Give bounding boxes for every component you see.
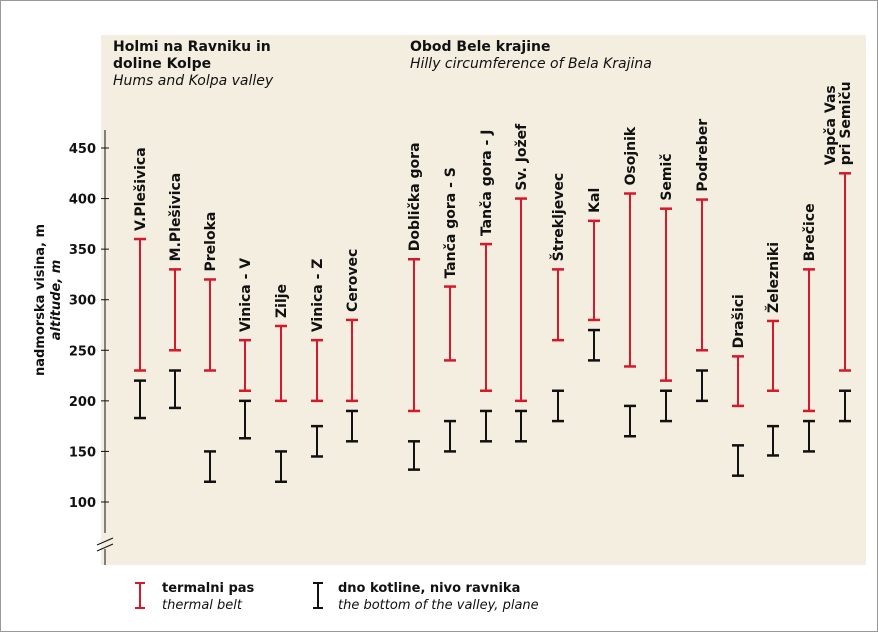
group-title: Holmi na Ravniku in xyxy=(113,39,271,55)
category-label: V.Plešivica xyxy=(133,147,149,231)
range-bar xyxy=(696,198,708,352)
range-bar xyxy=(624,192,636,368)
range-bar xyxy=(311,338,323,403)
range-bar xyxy=(480,409,492,443)
range-bar xyxy=(134,237,146,372)
range-bar xyxy=(346,409,358,443)
range-bar xyxy=(515,409,527,443)
range-bar xyxy=(408,440,420,471)
category-label: Štrekljevec xyxy=(549,173,567,262)
axis-break xyxy=(96,537,114,546)
range-bar xyxy=(660,207,672,382)
range-bar xyxy=(839,172,851,372)
range-bar xyxy=(588,219,600,322)
category-label: Železniki xyxy=(765,242,782,313)
range-bar xyxy=(275,324,287,403)
y-tick-label: 400 xyxy=(69,193,96,208)
range-bar xyxy=(311,424,323,458)
group-title: Obod Bele krajine xyxy=(410,39,551,55)
y-tick-label: 300 xyxy=(69,294,96,309)
range-bar xyxy=(204,278,216,372)
legend-label: dno kotline, nivo ravnika xyxy=(338,581,520,596)
y-tick-label: 150 xyxy=(69,445,96,460)
range-bar xyxy=(204,450,216,484)
category-label: Kal xyxy=(587,188,603,213)
range-bar xyxy=(696,369,708,403)
category-label: Zilje xyxy=(274,284,290,318)
range-bar xyxy=(480,242,492,392)
category-label: Preloka xyxy=(203,212,219,272)
range-bar xyxy=(239,338,251,392)
group-title: doline Kolpe xyxy=(113,56,211,72)
category-label: Cerovec xyxy=(345,249,361,312)
category-label: Tanča gora - J xyxy=(479,130,495,237)
range-bar xyxy=(444,285,456,362)
category-label: Podreber xyxy=(695,119,711,192)
range-bar xyxy=(552,389,564,423)
legend-label: the bottom of the valley, plane xyxy=(338,598,539,613)
category-label: Sv. Jožef xyxy=(514,123,530,191)
range-bar xyxy=(803,419,815,453)
legend-label: termalni pas xyxy=(162,581,255,596)
y-tick-label: 100 xyxy=(69,496,96,511)
axis-break xyxy=(96,543,114,552)
y-tick-label: 350 xyxy=(69,243,96,258)
range-bar xyxy=(515,197,527,403)
category-label: Semič xyxy=(659,153,675,200)
category-label: Osojnik xyxy=(623,126,639,185)
range-bar xyxy=(767,424,779,457)
range-bar xyxy=(767,319,779,392)
range-bar xyxy=(732,355,744,408)
range-bar xyxy=(839,389,851,423)
category-label: Vinica - V xyxy=(238,258,254,332)
category-label: Vinica - Z xyxy=(310,259,326,333)
category-label: M.Plešivica xyxy=(168,173,184,262)
category-label: Tanča gora - S xyxy=(443,167,459,278)
y-axis-label: altitude, m xyxy=(49,260,64,341)
range-bar xyxy=(732,444,744,477)
range-bar xyxy=(588,328,600,362)
range-bar xyxy=(660,389,672,423)
range-bar xyxy=(408,258,420,413)
range-bar xyxy=(624,404,636,438)
range-bar xyxy=(803,268,815,413)
range-bar xyxy=(346,318,358,403)
y-axis-label: nadmorska visina, m xyxy=(33,224,48,376)
category-label: Vapča Vas xyxy=(823,85,839,165)
range-bar xyxy=(169,369,181,410)
range-bar xyxy=(134,379,146,420)
range-bar xyxy=(169,268,181,352)
y-tick-label: 250 xyxy=(69,344,96,359)
legend-label: thermal belt xyxy=(162,598,243,613)
range-bar xyxy=(444,419,456,453)
category-label: Doblička gora xyxy=(407,142,423,251)
group-subtitle: Hilly circumference of Bela Krajina xyxy=(410,56,652,72)
plot-area xyxy=(101,35,866,565)
range-bar xyxy=(275,450,287,484)
y-tick-label: 450 xyxy=(69,142,96,157)
y-tick-label: 200 xyxy=(69,395,96,410)
category-label: Drašici xyxy=(731,294,747,348)
range-bar xyxy=(239,399,251,440)
category-label: Brečice xyxy=(802,203,818,261)
range-bar xyxy=(552,268,564,342)
category-label: pri Semiču xyxy=(838,81,854,165)
group-subtitle: Hums and Kolpa valley xyxy=(113,73,274,89)
